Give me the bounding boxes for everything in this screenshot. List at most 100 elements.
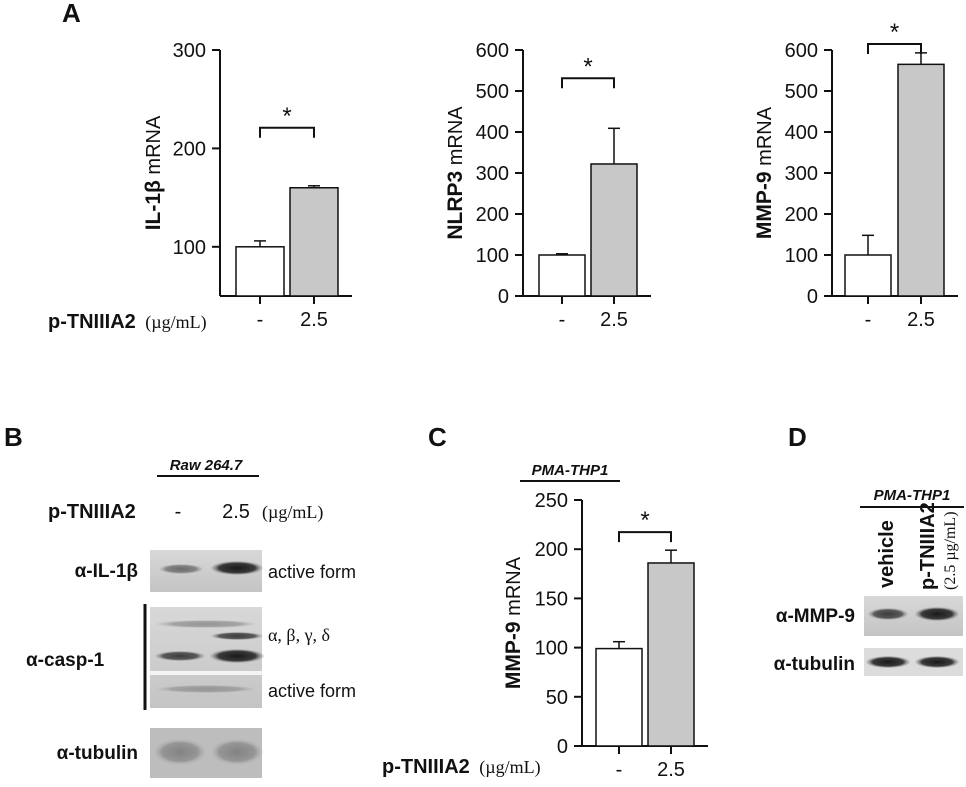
lane-label-dose: (2.5 µg/mL) xyxy=(942,511,959,590)
y-axis-label-bold: MMP-9 xyxy=(753,171,776,239)
bar xyxy=(844,254,892,297)
y-axis-label-rest: mRNA xyxy=(754,106,776,171)
bar xyxy=(647,562,695,747)
y-tick-label: 200 xyxy=(785,204,818,226)
y-axis-label: MMP-9 mRNA xyxy=(502,556,525,689)
band-casp1-upper xyxy=(156,620,256,628)
bar xyxy=(538,254,586,297)
y-axis-label: MMP-9 mRNA xyxy=(753,106,776,239)
treatment-label-c: p-TNIIIA2 (µg/mL) xyxy=(382,756,541,778)
band-casp1-pro-treated xyxy=(210,649,264,663)
blot-label-casp1: α-casp-1 xyxy=(26,650,105,671)
y-tick-label: 300 xyxy=(476,163,509,185)
panel-b-cell-line: Raw 264.7 xyxy=(170,457,243,474)
panel-letter-a: A xyxy=(62,0,81,28)
y-axis-label: NLRP3 mRNA xyxy=(444,106,467,240)
band-tubulin-control xyxy=(154,739,206,765)
bar xyxy=(235,246,285,297)
treatment-unit: (µg/mL) xyxy=(145,312,206,333)
significance-star: * xyxy=(583,53,592,80)
band-il1b-control xyxy=(159,564,203,574)
panel-b-western-blot: Raw 264.7 p-TNIIIA2 - 2.5 (µg/mL) α-IL-1… xyxy=(26,457,356,778)
y-tick-label: 100 xyxy=(173,237,206,259)
y-axis-label-rest: mRNA xyxy=(143,115,165,180)
y-tick-label: 600 xyxy=(785,40,818,62)
y-axis-label-rest: mRNA xyxy=(503,556,525,621)
y-tick-label: 150 xyxy=(535,588,568,610)
blot-note-casp1-forms: α, β, γ, δ xyxy=(268,625,330,645)
y-tick-label: 400 xyxy=(785,122,818,144)
panel-letter-b: B xyxy=(4,422,23,452)
x-category-label: 2.5 xyxy=(657,759,685,781)
blot-label-tubulin-b: α-tubulin xyxy=(57,743,138,764)
x-category-label: - xyxy=(865,309,872,331)
bar xyxy=(897,63,945,297)
y-tick-label: 200 xyxy=(535,539,568,561)
y-axis-label-bold: IL-1β xyxy=(142,180,165,230)
x-category-label: 2.5 xyxy=(300,309,328,331)
blot-label-mmp9-d: α-MMP-9 xyxy=(776,606,855,627)
treatment-label-a: p-TNIIIA2 (µg/mL) xyxy=(48,311,207,333)
x-category-label: - xyxy=(559,309,566,331)
y-tick-label: 500 xyxy=(785,81,818,103)
blot-note-casp1-active: active form xyxy=(268,681,356,701)
panel-d-cell-line: PMA-THP1 xyxy=(874,487,951,504)
blot-note-il1b: active form xyxy=(268,562,356,582)
y-tick-label: 0 xyxy=(498,286,509,308)
chart-mmp9-mrna-thp1: 0 50 100 150 200 250 - 2.5 * MMP-9 mRNA xyxy=(502,490,708,781)
y-tick-label: 600 xyxy=(476,40,509,62)
significance-star: * xyxy=(640,507,649,534)
band-tubulin-vehicle xyxy=(866,656,910,668)
bar xyxy=(590,163,638,297)
lane-label-treated: p-TNIIIA2 xyxy=(917,502,939,590)
band-mmp9-vehicle xyxy=(868,608,908,620)
y-tick-label: 200 xyxy=(173,138,206,160)
y-axis-label-bold: MMP-9 xyxy=(502,621,525,689)
y-tick-label: 250 xyxy=(535,490,568,512)
y-tick-label: 200 xyxy=(476,204,509,226)
y-axis-label-bold: NLRP3 xyxy=(444,171,467,240)
band-casp1-pro-control xyxy=(155,651,205,661)
panel-letter-d: D xyxy=(788,422,807,452)
band-casp1-active xyxy=(156,685,256,693)
y-tick-label: 50 xyxy=(546,687,568,709)
x-category-label: - xyxy=(616,759,623,781)
x-category-label: 2.5 xyxy=(907,309,935,331)
bar xyxy=(595,647,643,747)
panel-letter-c: C xyxy=(428,422,447,452)
panel-b-unit: (µg/mL) xyxy=(262,502,323,523)
y-tick-label: 300 xyxy=(785,163,818,185)
significance-star: * xyxy=(890,19,899,46)
y-axis-label: IL-1β mRNA xyxy=(142,115,165,230)
band-tubulin-treated-d xyxy=(915,656,959,668)
significance-bracket xyxy=(867,43,922,54)
chart-mmp9-mrna: 0 100 200 300 400 500 600 - 2.5 * MMP-9 mRNA xyxy=(753,19,958,331)
band-tubulin-treated xyxy=(211,739,263,765)
y-axis-label-rest: mRNA xyxy=(445,106,467,171)
treatment-unit-c: (µg/mL) xyxy=(479,757,540,778)
chart-nlrp3-mrna: 0 100 200 300 400 500 600 - 2.5 * NLRP3 mRNA xyxy=(444,40,651,331)
significance-bracket xyxy=(618,531,672,543)
lane-label-vehicle: vehicle xyxy=(876,520,898,588)
band-mmp9-treated xyxy=(915,607,959,621)
blot-label-tubulin-d: α-tubulin xyxy=(774,654,855,675)
x-category-label: - xyxy=(257,309,264,331)
panel-d-western-blot: PMA-THP1 vehicle p-TNIIIA2 (2.5 µg/mL) α… xyxy=(774,487,964,676)
y-tick-label: 300 xyxy=(173,40,206,62)
significance-bracket xyxy=(561,77,615,89)
x-category-label: 2.5 xyxy=(600,309,628,331)
y-tick-label: 500 xyxy=(476,81,509,103)
bar xyxy=(289,187,339,297)
chart-il1b-mrna: 100 200 300 - 2.5 * IL-1β mRNA xyxy=(142,40,352,331)
treatment-name-c: p-TNIIIA2 xyxy=(382,756,470,778)
treatment-name: p-TNIIIA2 xyxy=(48,311,136,333)
significance-bracket xyxy=(259,126,315,138)
y-tick-label: 100 xyxy=(785,245,818,267)
panel-b-lane-control: - xyxy=(175,501,182,523)
panel-b-treatment: p-TNIIIA2 xyxy=(48,501,136,523)
panel-b-lane-treated: 2.5 xyxy=(222,501,250,523)
y-tick-label: 0 xyxy=(557,736,568,758)
blot-label-il1b: α-IL-1β xyxy=(75,561,138,582)
y-tick-label: 0 xyxy=(807,286,818,308)
